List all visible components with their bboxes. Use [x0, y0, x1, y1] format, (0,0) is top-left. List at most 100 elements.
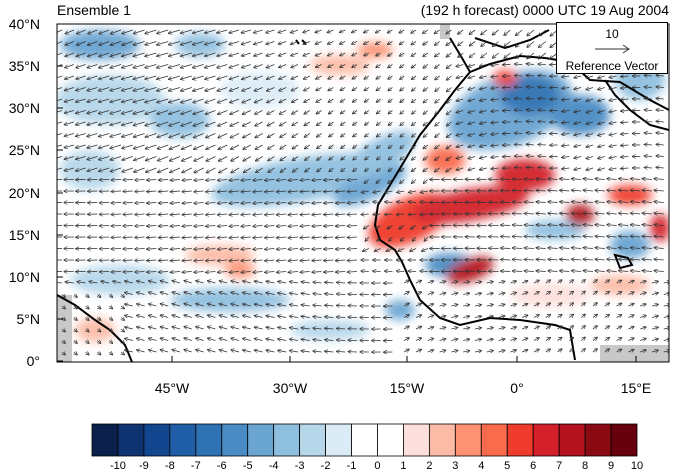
wind-vector-arrow — [384, 271, 392, 272]
colorbar-swatch — [377, 424, 403, 456]
lat-label-0: 0° — [2, 353, 40, 369]
colorbar-tick-label: 6 — [530, 460, 536, 472]
wind-vector-arrow — [111, 191, 121, 192]
wind-vector-arrow — [111, 180, 121, 181]
colorbar-swatch — [403, 424, 429, 456]
colorbar-tick-label: 2 — [426, 460, 432, 472]
colorbar-tick-label: 4 — [478, 460, 484, 472]
colorbar-tick-label: 0 — [374, 460, 380, 472]
wind-vector-arrow — [514, 64, 522, 65]
reference-vector-box: 10 Reference Vector — [556, 22, 668, 74]
colorbar-tick-label: -10 — [110, 460, 126, 472]
colorbar-tick-label: -4 — [269, 460, 279, 472]
reference-vector-value: 10 — [557, 27, 667, 41]
wind-vector-arrow — [361, 271, 369, 272]
colorbar-swatch — [455, 424, 481, 456]
wind-vector-arrow — [514, 110, 522, 111]
wind-vector-arrow — [514, 99, 522, 100]
wind-vector-arrow — [500, 191, 510, 192]
shaded-field — [55, 24, 670, 362]
colorbar-tick-label: 10 — [631, 460, 643, 472]
lat-label-15n: 15°N — [2, 227, 40, 243]
colorbar-swatch — [611, 424, 637, 456]
wind-vector-arrow — [123, 237, 133, 238]
colorbar-swatch — [222, 424, 248, 456]
wind-vector-arrow — [538, 122, 546, 123]
reference-vector-label: Reference Vector — [557, 59, 667, 73]
wind-vector-arrow — [420, 271, 428, 272]
wind-vector-arrow — [514, 145, 522, 146]
colorbar-tick-label: -6 — [217, 460, 227, 472]
colorbar-swatch — [144, 424, 170, 456]
wind-vector-arrow — [123, 214, 133, 215]
wind-vector-arrow — [111, 272, 121, 273]
colorbar-swatch — [170, 424, 196, 456]
lat-label-35n: 35°N — [2, 58, 40, 74]
colorbar-swatch — [429, 424, 455, 456]
colorbar-swatch — [507, 424, 533, 456]
wind-vector-arrow — [514, 122, 522, 123]
wind-vector-arrow — [500, 237, 510, 238]
wind-vector-arrow — [538, 168, 546, 169]
wind-vector-arrow — [123, 191, 133, 192]
wind-vector-arrow — [123, 226, 133, 227]
reference-arrow-icon — [593, 44, 633, 54]
colorbar-tick-label: -8 — [165, 460, 175, 472]
wind-vector-arrow — [123, 260, 133, 261]
wind-vector-arrow — [500, 225, 510, 226]
lat-label-5n: 5°N — [2, 311, 40, 327]
colorbar-swatch — [248, 424, 274, 456]
wind-vector-arrow — [111, 226, 121, 227]
colorbar-swatch — [352, 424, 378, 456]
colorbar-swatch — [559, 424, 585, 456]
wind-vector-arrow — [514, 156, 522, 157]
wind-vector-arrow — [538, 99, 546, 100]
colorbar-swatch — [92, 424, 118, 456]
lat-label-20n: 20°N — [2, 185, 40, 201]
wind-vector-arrow — [123, 180, 133, 181]
colorbar-swatch — [196, 424, 222, 456]
wind-vector-arrow — [111, 214, 121, 215]
wind-vector-arrow — [500, 202, 510, 203]
colorbar-swatch — [481, 424, 507, 456]
lon-label-15e: 15°E — [621, 380, 652, 396]
lon-label-45w: 45°W — [155, 380, 189, 396]
colorbar-tick-label: 5 — [504, 460, 510, 472]
wind-vector-arrow — [408, 271, 416, 272]
colorbar-swatch — [274, 424, 300, 456]
wind-vector-arrow — [514, 76, 522, 77]
lon-label-15w: 15°W — [390, 380, 424, 396]
colorbar-swatch — [533, 424, 559, 456]
wind-vector-arrow — [111, 237, 121, 238]
colorbar-tick-label: 1 — [400, 460, 406, 472]
wind-vector-arrow — [123, 249, 133, 250]
wind-vector-arrow — [538, 110, 546, 111]
colorbar-swatch — [300, 424, 326, 456]
wind-vector-arrow — [538, 64, 546, 65]
colorbar — [92, 424, 637, 456]
colorbar-tick-label: -7 — [191, 460, 201, 472]
wind-vector-arrow — [500, 271, 510, 272]
colorbar-swatch — [326, 424, 352, 456]
wind-vector-arrow — [500, 179, 510, 180]
lat-label-10n: 10°N — [2, 269, 40, 285]
wind-vector-arrow — [538, 156, 546, 157]
wind-vector-arrow — [538, 133, 546, 134]
wind-vector-arrow — [538, 76, 546, 77]
lat-label-40n: 40°N — [2, 16, 40, 32]
lon-label-0: 0° — [510, 380, 523, 396]
colorbar-tick-label: -2 — [321, 460, 331, 472]
colorbar-tick-label: 9 — [608, 460, 614, 472]
lat-label-25n: 25°N — [2, 142, 40, 158]
wind-vector-arrow — [123, 272, 133, 273]
colorbar-swatch — [118, 424, 144, 456]
colorbar-tick-label: -5 — [243, 460, 253, 472]
colorbar-tick-label: -9 — [139, 460, 149, 472]
colorbar-tick-label: -3 — [295, 460, 305, 472]
wind-vector-arrow — [538, 87, 546, 88]
lat-label-30n: 30°N — [2, 100, 40, 116]
wind-vector-arrow — [111, 203, 121, 204]
wind-vector-arrow — [111, 249, 121, 250]
wind-vector-arrow — [373, 271, 381, 272]
wind-vector-arrow — [514, 133, 522, 134]
